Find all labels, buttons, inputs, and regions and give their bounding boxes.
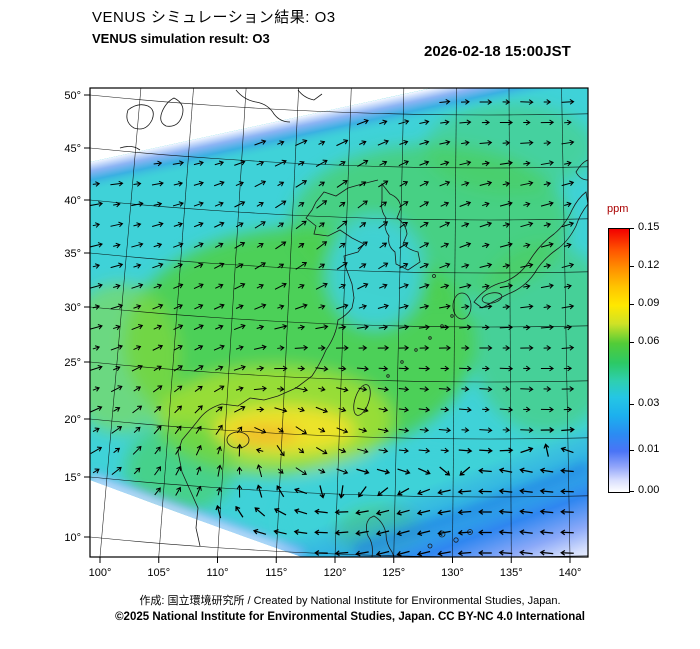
- title-ja: VENUS シミュレーション結果: O3: [92, 9, 336, 26]
- map-frame: [89, 87, 589, 558]
- japan-kyushu-island: [452, 292, 472, 320]
- lon-tick-label: 115°: [265, 567, 287, 579]
- lat-tick-label: 35°: [64, 248, 81, 260]
- lon-tick-label: 110°: [207, 567, 229, 579]
- lat-tick-label: 25°: [64, 357, 81, 369]
- wind-vectors: [90, 99, 575, 557]
- lat-tick-label: 45°: [64, 143, 81, 155]
- timestamp: 2026-02-18 15:00JST: [424, 43, 571, 60]
- luzon-island: [366, 515, 395, 557]
- lat-tick-label: 30°: [64, 302, 81, 314]
- colorbar-tickmark: [629, 341, 634, 343]
- coastlines: [119, 89, 588, 557]
- colorbar-tick-label: 0.01: [638, 443, 660, 456]
- lon-tick-label: 125°: [382, 567, 405, 579]
- colorbar-tick-label: 0.00: [638, 484, 660, 496]
- o3-field: [90, 88, 588, 557]
- lon-tick-label: 120°: [324, 567, 347, 579]
- colorbar: ppm 0.15 0.12 0.09 0.06 0.03 0.01 0.00: [598, 198, 698, 528]
- subtitle-en: VENUS simulation result: O3: [92, 31, 270, 46]
- colorbar-tick-label: 0.03: [638, 397, 660, 410]
- lon-tick-label: 105°: [147, 567, 170, 579]
- ryukyu-islands: [386, 314, 454, 378]
- lon-tick-label: 140°: [559, 567, 582, 579]
- credit-line: 作成: 国立環境研究所 / Created by National Instit…: [139, 595, 561, 607]
- lat-tick-label: 20°: [64, 414, 81, 426]
- lat-tick-label: 50°: [64, 90, 81, 102]
- map-figure: 50° 45° 40° 35° 30° 25° 20° 15° 10° 100° 105° 110° 1…: [64, 87, 589, 579]
- lon-tick-label: 130°: [441, 567, 464, 579]
- license-line: ©2025 National Institute for Environment…: [115, 611, 585, 623]
- axis-labels: 50° 45° 40° 35° 30° 25° 20° 15° 10° 100° 105° 110° 1…: [64, 90, 581, 579]
- colorbar-tickmark: [629, 449, 634, 451]
- taiwan-island: [353, 384, 371, 416]
- lon-tick-label: 100°: [89, 567, 112, 579]
- colorbar-tick-label: 0.15: [638, 221, 660, 233]
- japan-shikoku-island: [481, 292, 503, 304]
- colorbar-tick-label: 0.12: [638, 259, 660, 272]
- tsushima-island: [432, 274, 436, 278]
- colorbar-tickmark: [629, 403, 634, 405]
- korea-coastline: [381, 182, 421, 271]
- northern-lakes-coast: [119, 89, 323, 151]
- lat-tick-label: 40°: [64, 195, 81, 207]
- lon-tick-label: 135°: [500, 567, 523, 579]
- colorbar-tickmark: [629, 227, 634, 229]
- colorbar-gradient: [608, 228, 630, 493]
- colorbar-tick-label: 0.09: [638, 297, 660, 310]
- lat-tick-label: 15°: [64, 472, 81, 484]
- colorbar-tickmark: [629, 490, 634, 492]
- colorbar-unit-label: ppm: [607, 203, 629, 215]
- japan-honshu-coastline: [473, 191, 588, 309]
- lat-tick-label: 10°: [64, 532, 81, 544]
- japan-hokkaido-coastline: [575, 159, 588, 181]
- colorbar-tickmark: [629, 303, 634, 305]
- colorbar-tickmark: [629, 265, 634, 267]
- colorbar-tick-label: 0.06: [638, 335, 660, 348]
- china-vietnam-coastline: [177, 179, 379, 547]
